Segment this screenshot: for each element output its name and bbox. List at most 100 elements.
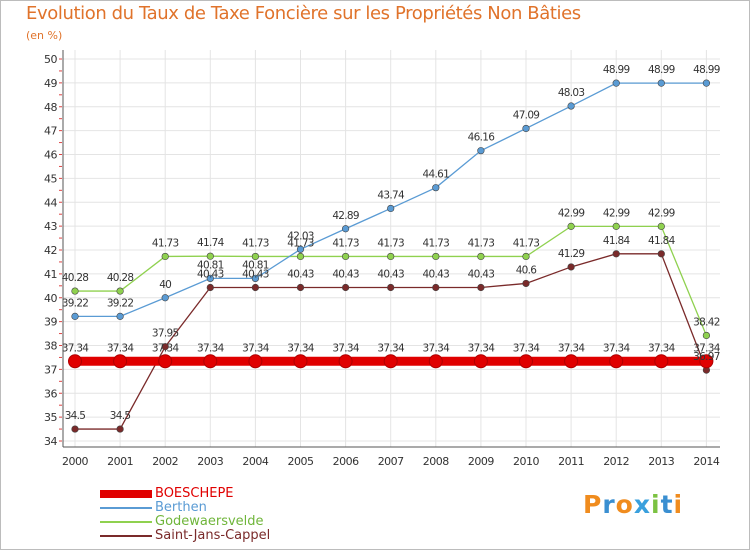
data-label: 37.34 <box>468 342 496 354</box>
y-tick-label: 50 <box>44 53 57 66</box>
y-tick-label: 46 <box>44 149 57 162</box>
data-point <box>432 184 440 192</box>
data-point <box>251 283 259 292</box>
x-tick-label: 2011 <box>558 455 584 468</box>
data-point <box>296 252 305 261</box>
data-point <box>432 283 440 292</box>
data-point <box>206 252 214 260</box>
data-label: 40.81 <box>242 259 269 271</box>
data-label: 40.43 <box>468 268 495 280</box>
data-point <box>609 354 624 369</box>
data-label: 46.16 <box>468 132 496 144</box>
x-tick-label: 2014 <box>693 455 719 468</box>
data-label: 37.34 <box>242 342 270 354</box>
legend-swatch <box>100 490 152 498</box>
data-label: 40.43 <box>242 268 269 280</box>
data-point <box>71 287 79 295</box>
data-label: 41.73 <box>377 237 404 249</box>
x-tick-label: 2007 <box>378 455 404 468</box>
y-tick-label: 43 <box>44 220 57 233</box>
x-tick-label: 2002 <box>152 455 178 468</box>
data-label: 34.5 <box>110 410 131 422</box>
data-label: 48.99 <box>648 64 675 76</box>
data-point <box>654 354 669 369</box>
data-label: 41.29 <box>558 248 585 260</box>
data-label: 37.34 <box>513 342 541 354</box>
x-tick-label: 2012 <box>603 455 629 468</box>
x-tick-label: 2003 <box>197 455 223 468</box>
data-point <box>206 274 214 283</box>
data-point <box>71 425 79 433</box>
data-label: 42.99 <box>603 207 630 219</box>
data-label: 37.34 <box>648 342 676 354</box>
data-label: 40.43 <box>197 268 224 280</box>
data-point <box>657 222 665 230</box>
y-tick-label: 38 <box>44 340 57 353</box>
data-label: 37.34 <box>693 342 721 354</box>
data-label: 42.03 <box>287 230 314 242</box>
x-tick-label: 2005 <box>288 455 314 468</box>
data-label: 40.28 <box>107 272 134 284</box>
data-point <box>567 222 575 230</box>
data-point <box>387 283 395 292</box>
data-point <box>387 252 395 261</box>
data-point <box>116 287 124 295</box>
data-point <box>342 225 350 233</box>
legend-label: BOESCHEPE <box>155 486 234 501</box>
series-layer <box>68 79 714 433</box>
data-point <box>477 147 485 155</box>
legend-swatch <box>100 507 152 509</box>
logo-letter: r <box>602 490 616 519</box>
y-tick-label: 36 <box>44 387 57 400</box>
data-label: 40.81 <box>197 259 224 271</box>
data-point <box>522 124 530 133</box>
data-label: 40.43 <box>423 268 450 280</box>
data-label: 37.34 <box>603 342 631 354</box>
x-tick-label: 2000 <box>62 455 88 468</box>
y-tick-label: 49 <box>44 77 57 90</box>
data-point <box>567 102 575 110</box>
data-label: 41.84 <box>648 235 676 247</box>
data-point <box>68 354 82 369</box>
y-tick-label: 40 <box>44 292 57 305</box>
label-layer: 37.34 37.34 37.34 37.34 37.34 37.34 37.34 37.34… <box>62 64 722 422</box>
data-point <box>702 331 711 340</box>
y-tick-label: 41 <box>44 268 57 281</box>
data-label: 48.03 <box>558 87 585 99</box>
logo-letter: x <box>633 490 651 519</box>
data-point <box>612 222 620 230</box>
data-point <box>248 354 263 369</box>
logo-letter: t <box>660 490 674 519</box>
data-point <box>477 252 485 261</box>
y-tick-label: 48 <box>44 101 57 114</box>
data-point <box>338 354 353 369</box>
data-label: 40.28 <box>62 272 89 284</box>
data-label: 37.34 <box>152 342 180 354</box>
data-label: 37.34 <box>62 342 90 354</box>
data-label: 48.99 <box>603 64 630 76</box>
data-label: 41.73 <box>513 237 540 249</box>
data-point <box>342 283 350 292</box>
data-label: 39.22 <box>62 297 89 309</box>
data-point <box>158 354 173 369</box>
data-point <box>567 263 575 271</box>
data-point <box>702 79 711 87</box>
data-label: 37.34 <box>377 342 405 354</box>
y-tick-label: 45 <box>44 172 57 185</box>
legend-label: Saint-Jans-Cappel <box>155 528 271 543</box>
unit-label: (en %) <box>26 29 63 42</box>
data-point <box>161 343 169 351</box>
data-label: 41.73 <box>152 237 179 249</box>
data-label: 41.73 <box>242 237 269 249</box>
data-point <box>612 79 620 87</box>
data-label: 41.84 <box>603 235 631 247</box>
data-point <box>113 354 128 369</box>
data-point <box>383 354 398 369</box>
y-tick-label: 35 <box>44 411 57 424</box>
data-point <box>293 354 308 369</box>
proxiti-logo: Proxiti <box>583 490 683 519</box>
data-point <box>116 425 124 433</box>
data-label: 41.74 <box>197 237 225 249</box>
data-label: 34.5 <box>65 410 86 422</box>
data-label: 37.34 <box>558 342 586 354</box>
